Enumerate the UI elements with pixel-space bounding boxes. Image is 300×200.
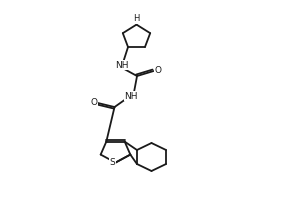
Text: O: O	[154, 66, 161, 75]
Text: S: S	[110, 158, 116, 167]
Text: O: O	[90, 98, 97, 107]
Text: NH: NH	[115, 61, 129, 70]
Text: NH: NH	[124, 92, 138, 101]
Text: H: H	[133, 14, 140, 23]
